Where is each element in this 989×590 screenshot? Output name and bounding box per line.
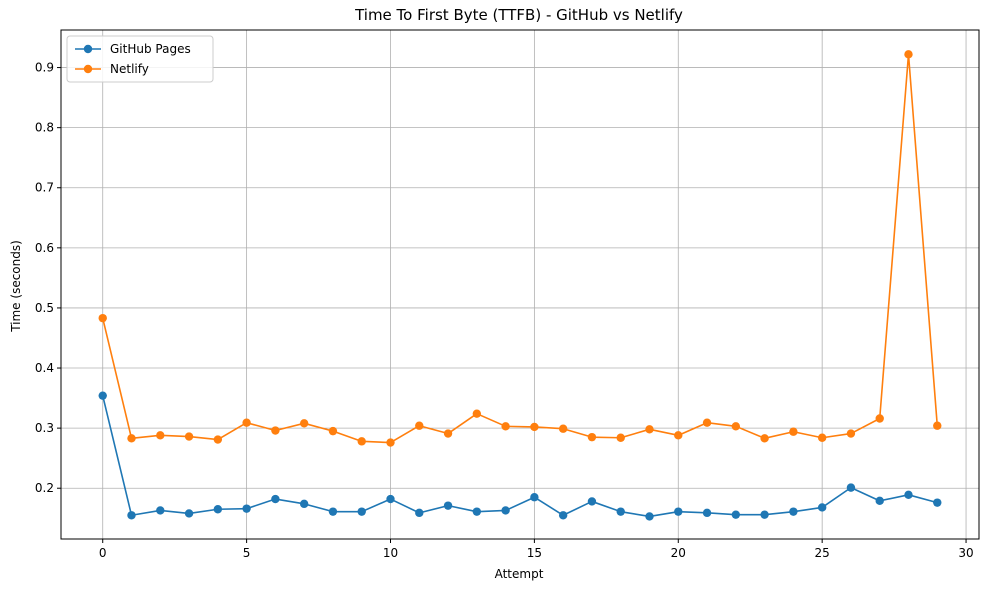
data-point-github-pages	[702, 508, 712, 518]
data-point-netlify	[530, 422, 539, 432]
y-tick-label: 0.9	[35, 61, 54, 75]
data-point-netlify	[760, 434, 769, 443]
data-point-github-pages	[127, 511, 136, 520]
data-point-github-pages	[760, 510, 769, 519]
data-point-github-pages	[731, 510, 741, 519]
grid-lines	[61, 30, 979, 539]
legend-box	[66, 35, 214, 83]
data-point-netlify	[587, 432, 597, 442]
data-point-github-pages	[98, 391, 107, 400]
x-axis-label: Attempt	[495, 567, 544, 581]
data-point-netlify	[616, 433, 625, 442]
data-point-github-pages	[616, 507, 625, 516]
data-point-netlify	[933, 421, 942, 430]
data-point-netlify	[875, 414, 884, 423]
series-netlify	[98, 50, 942, 447]
legend-item-github-pages: GitHub Pages	[75, 42, 191, 56]
data-point-github-pages	[645, 512, 654, 521]
data-point-netlify	[558, 424, 568, 433]
data-point-github-pages	[472, 507, 482, 516]
data-point-github-pages	[933, 498, 942, 507]
series-line-netlify	[101, 53, 939, 444]
chart-title: Time To First Byte (TTFB) - GitHub vs Ne…	[354, 6, 683, 24]
data-point-github-pages	[501, 506, 510, 515]
y-axis-label: Time (seconds)	[9, 240, 23, 333]
x-tick-label: 15	[527, 546, 542, 560]
data-point-netlify	[299, 419, 309, 428]
data-point-netlify	[789, 427, 798, 436]
x-tick-label: 30	[958, 546, 973, 560]
x-tick-label: 0	[99, 546, 107, 560]
x-tick-label: 20	[671, 546, 686, 560]
data-point-github-pages	[558, 511, 568, 520]
x-tick-label: 5	[243, 546, 251, 560]
data-point-github-pages	[271, 494, 280, 504]
data-point-netlify	[156, 431, 165, 440]
data-point-netlify	[213, 435, 223, 444]
data-point-netlify	[357, 437, 366, 446]
series-line-github-pages	[101, 395, 938, 518]
y-tick-label: 0.3	[35, 421, 54, 435]
data-point-netlify	[846, 429, 856, 438]
data-point-netlify	[271, 426, 280, 435]
data-point-github-pages	[415, 508, 424, 518]
data-point-netlify	[127, 434, 136, 443]
x-tick-label: 10	[383, 546, 398, 560]
y-tick-label: 0.7	[35, 181, 54, 195]
data-point-github-pages	[530, 493, 539, 502]
data-point-github-pages	[587, 497, 597, 506]
data-point-netlify	[415, 421, 424, 430]
legend: GitHub Pages Netlify	[66, 35, 214, 83]
data-point-github-pages	[817, 503, 827, 512]
series-github-pages	[98, 391, 942, 521]
legend-swatch-marker	[83, 64, 93, 74]
data-point-netlify	[443, 429, 453, 438]
plot-area-frame	[60, 29, 980, 540]
y-tick-label: 0.8	[35, 121, 54, 135]
legend-label: Netlify	[110, 62, 149, 76]
data-point-github-pages	[674, 507, 683, 516]
data-point-netlify	[817, 433, 827, 442]
data-point-netlify	[328, 426, 338, 436]
data-point-github-pages	[443, 501, 453, 510]
data-point-netlify	[645, 425, 654, 434]
data-point-github-pages	[846, 483, 856, 492]
series-layer	[98, 50, 942, 521]
legend-item-netlify: Netlify	[75, 62, 149, 76]
y-tick-label: 0.6	[35, 241, 54, 255]
data-point-github-pages	[213, 505, 223, 514]
data-point-netlify	[674, 431, 683, 440]
data-point-netlify	[501, 422, 510, 431]
data-point-netlify	[904, 50, 913, 59]
axis-ticks: 0 5 10 15 20 25 30 0.2 0.3 0.4 0.5 0.6 0.7 0.8 0.9	[35, 61, 974, 560]
data-point-netlify	[731, 422, 741, 431]
data-point-netlify	[386, 438, 395, 447]
data-point-github-pages	[789, 507, 798, 516]
data-point-github-pages	[357, 507, 366, 516]
data-point-github-pages	[242, 504, 251, 513]
y-tick-label: 0.5	[35, 301, 54, 315]
data-point-github-pages	[184, 509, 194, 518]
x-tick-label: 25	[815, 546, 830, 560]
data-point-github-pages	[875, 496, 884, 506]
data-point-netlify	[184, 432, 194, 441]
data-point-github-pages	[328, 507, 338, 516]
data-point-netlify	[472, 409, 482, 418]
legend-label: GitHub Pages	[110, 42, 191, 56]
legend-swatch-marker	[83, 44, 93, 54]
data-point-netlify	[98, 313, 107, 323]
data-point-github-pages	[386, 494, 395, 504]
y-tick-label: 0.4	[35, 361, 54, 375]
data-point-github-pages	[904, 490, 913, 500]
y-tick-label: 0.2	[35, 481, 54, 495]
data-point-github-pages	[156, 506, 165, 515]
data-point-github-pages	[299, 499, 309, 509]
data-point-netlify	[702, 418, 712, 427]
data-point-netlify	[242, 418, 251, 427]
